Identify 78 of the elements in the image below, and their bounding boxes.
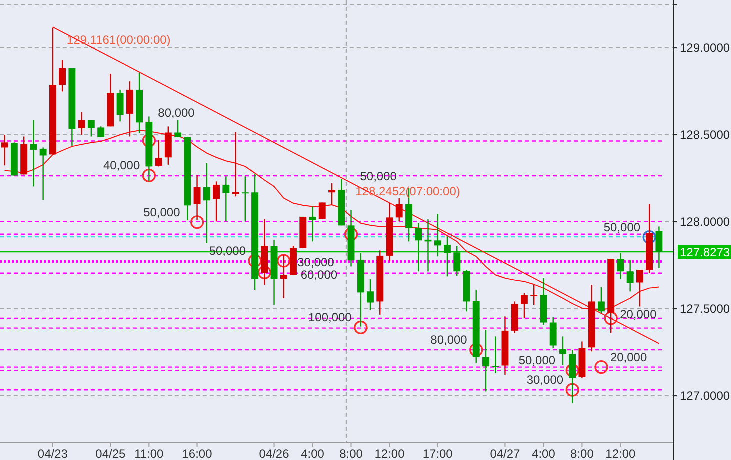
candlestick (213, 181, 220, 222)
annotation: 80,000 (430, 333, 468, 348)
candlestick (280, 254, 288, 300)
candlestick (521, 292, 528, 320)
candlestick (626, 259, 634, 292)
candlestick (492, 336, 500, 374)
candlestick (434, 213, 442, 258)
candlestick (636, 269, 644, 308)
y-tick-label: 129.0000 (680, 41, 730, 56)
candlestick (78, 111, 86, 136)
y-tick-label: 127.5000 (680, 302, 730, 316)
candlestick (88, 119, 95, 138)
candlestick (444, 236, 451, 278)
candlestick (530, 284, 538, 306)
annotation: 100,000 (308, 310, 352, 325)
candlestick (232, 132, 240, 198)
y-tick-label: 128.0000 (680, 215, 730, 230)
point (566, 383, 580, 397)
y-tick-label: 128.5000 (680, 128, 730, 142)
annotation: 80,000 (158, 106, 196, 120)
annotation: 30,000 (298, 256, 335, 270)
candlestick (174, 119, 182, 138)
x-tick-label: 11:00 (134, 447, 164, 460)
point (604, 312, 618, 326)
candlestick (367, 278, 374, 311)
x-tick-label: 12:00 (374, 447, 406, 460)
candlestick (222, 176, 230, 222)
annotation: 40,000 (103, 158, 140, 173)
x-tick-label: 4:00 (532, 447, 556, 460)
candlestick (598, 286, 605, 314)
x-tick-label: 04/26 (259, 447, 290, 460)
point (142, 168, 156, 183)
candlestick (415, 222, 422, 272)
candlestick (454, 245, 461, 277)
candlestick (98, 126, 105, 138)
y-tick-label: 127.0000 (680, 389, 730, 404)
annotation: 50,000 (604, 220, 641, 234)
candlestick (1, 134, 8, 166)
candlestick (116, 89, 124, 122)
candlestick (318, 202, 326, 220)
candlestick (203, 162, 210, 244)
point (566, 364, 580, 378)
point (190, 216, 204, 230)
point (354, 320, 368, 334)
candlestick (30, 119, 38, 188)
candlestick (59, 59, 66, 92)
candlestick (617, 252, 624, 280)
annotation: 30,000 (526, 373, 564, 388)
x-tick-label: 04/23 (38, 447, 68, 460)
x-tick-label: 17:00 (422, 447, 454, 460)
candlestick (550, 316, 557, 349)
annotation: 20,000 (620, 307, 658, 322)
candlestick (242, 176, 249, 222)
x-tick-label: 04/25 (96, 447, 126, 460)
x-tick-label: 8:00 (570, 447, 594, 460)
x-tick-label: 12:00 (606, 447, 636, 460)
candlestick (40, 147, 47, 201)
candlestick (328, 182, 336, 206)
x-tick-label: 16:00 (182, 447, 213, 460)
annotation: 50,000 (360, 169, 398, 184)
candlestick (656, 226, 663, 269)
candlestick (569, 349, 576, 404)
candlestick (482, 329, 490, 392)
annotation: 20,000 (610, 350, 648, 364)
annotation: 60,000 (300, 268, 338, 282)
annotation: 50,000 (518, 354, 556, 368)
candlestick (309, 206, 316, 242)
x-tick-label: 8:00 (340, 447, 364, 460)
point (594, 360, 608, 374)
ref-line-label: 127.8273 (680, 245, 730, 260)
x-tick-label: 4:00 (301, 447, 325, 460)
annotation: 50,000 (144, 205, 181, 220)
candlestick (559, 336, 566, 366)
point (277, 254, 291, 268)
candlestick (194, 174, 201, 221)
candlestick (396, 198, 403, 222)
candlestick (155, 139, 162, 168)
x-tick-label: 04/27 (490, 447, 521, 460)
